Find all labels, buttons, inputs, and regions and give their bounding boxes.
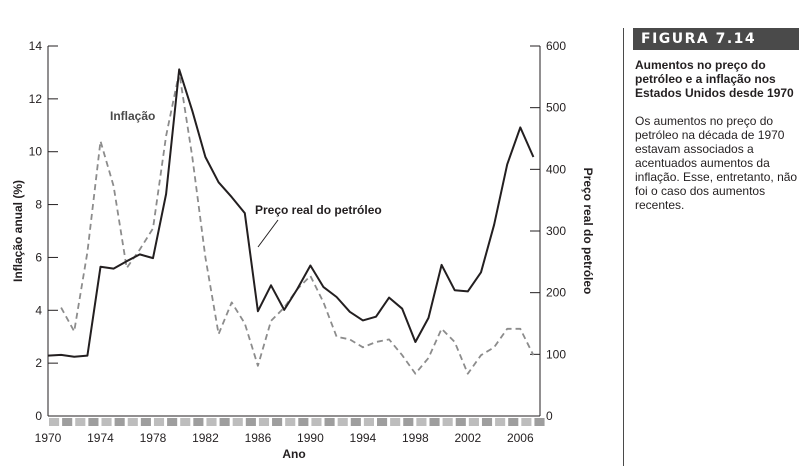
oil-price-line [47,68,535,358]
year-band-cell [468,418,479,426]
year-band-cell [521,418,532,426]
y-tick-label-right: 300 [546,224,566,238]
year-band-cell [429,418,440,426]
x-tick-label: 2002 [454,431,481,445]
y-tick-label-right: 100 [546,347,566,361]
y-tick-label-left: 4 [35,303,42,317]
year-band-cell [153,418,165,426]
year-band-cell [88,418,99,426]
x-tick-label: 1994 [350,431,377,445]
year-band-cell [206,418,217,426]
year-band-cell [363,418,374,426]
y-tick-label-right: 500 [546,101,566,115]
oil-price-label-leader [257,219,279,248]
year-band-cell [403,418,414,426]
right-y-axis: 0 100 200 300 400 500 600 [530,39,566,423]
y-tick-label-right: 200 [546,286,566,300]
x-tick-label: 1978 [140,431,167,445]
year-band-cell [311,418,322,426]
year-band-cell [377,418,388,426]
year-band-cell [455,418,466,426]
x-tick-label: 1970 [35,431,62,445]
y-tick-label-left: 10 [29,145,43,159]
year-band-cell [49,418,60,426]
figure-caption: FIGURA 7.14 Aumentos no preço do petróle… [623,28,807,466]
year-band-cell [167,418,178,426]
left-y-axis: 0 2 4 6 8 10 12 14 [29,39,58,423]
series-label-oil-price: Preço real do petróleo [255,203,382,217]
x-axis-title: Ano [282,447,305,461]
year-band-cell [127,418,138,426]
x-tick-label: 1974 [87,431,114,445]
year-band-cell [481,418,493,426]
year-band [49,418,545,426]
series-label-inflation: Inflação [110,109,155,123]
y-tick-label-right: 400 [546,162,566,176]
y-axis-right-title: Preço real do petróleo [581,168,595,295]
x-tick-label: 1998 [402,431,429,445]
figure-title: Aumentos no preço do petróleo e a inflaç… [635,58,794,100]
x-tick-label: 2006 [507,431,534,445]
y-tick-label-left: 12 [29,92,43,106]
year-band-cell [258,418,270,426]
y-tick-label-left: 0 [35,409,42,423]
year-band-cell [180,418,191,426]
figure-label: FIGURA 7.14 [633,28,799,50]
year-band-cell [416,418,427,426]
year-band-cell [75,418,86,426]
year-band-cell [442,418,453,426]
y-tick-label-left: 6 [35,250,42,264]
year-band-cell [101,418,112,426]
year-band-cell [232,418,243,426]
year-band-cell [390,418,401,426]
y-tick-label-left: 8 [35,198,42,212]
y-tick-label-right: 600 [546,39,566,53]
year-band-cell [245,418,256,426]
chart: 0 2 4 6 8 10 12 14 0 100 200 300 400 500 600 1970 1974… [11,39,595,461]
x-tick-label: 1986 [245,431,272,445]
year-band-cell [298,418,309,426]
y-tick-label-left: 14 [29,39,43,53]
year-band-cell [219,418,230,426]
y-tick-label-left: 2 [35,356,42,370]
x-axis: 1970 1974 1978 1982 1986 1990 1994 1998 2002 2006 [35,431,534,445]
year-band-cell [272,418,283,426]
year-band-cell [508,418,519,426]
y-tick-label-right: 0 [546,409,553,423]
plot-frame [47,46,545,426]
year-band-cell [114,418,125,426]
y-axis-left-title: Inflação anual (%) [11,180,25,282]
year-band-cell [140,418,151,426]
x-tick-label: 1982 [192,431,219,445]
series-layer [47,68,535,375]
year-band-cell [324,418,335,426]
year-band-cell [62,418,73,426]
year-band-cell [350,418,361,426]
year-band-cell [337,418,348,426]
year-band-cell [534,418,545,426]
year-band-cell [285,418,296,426]
year-band-cell [495,418,506,426]
year-band-cell [193,418,204,426]
x-tick-label: 1990 [297,431,324,445]
figure-description: Os aumentos no preço do petróleo na déca… [635,114,798,212]
